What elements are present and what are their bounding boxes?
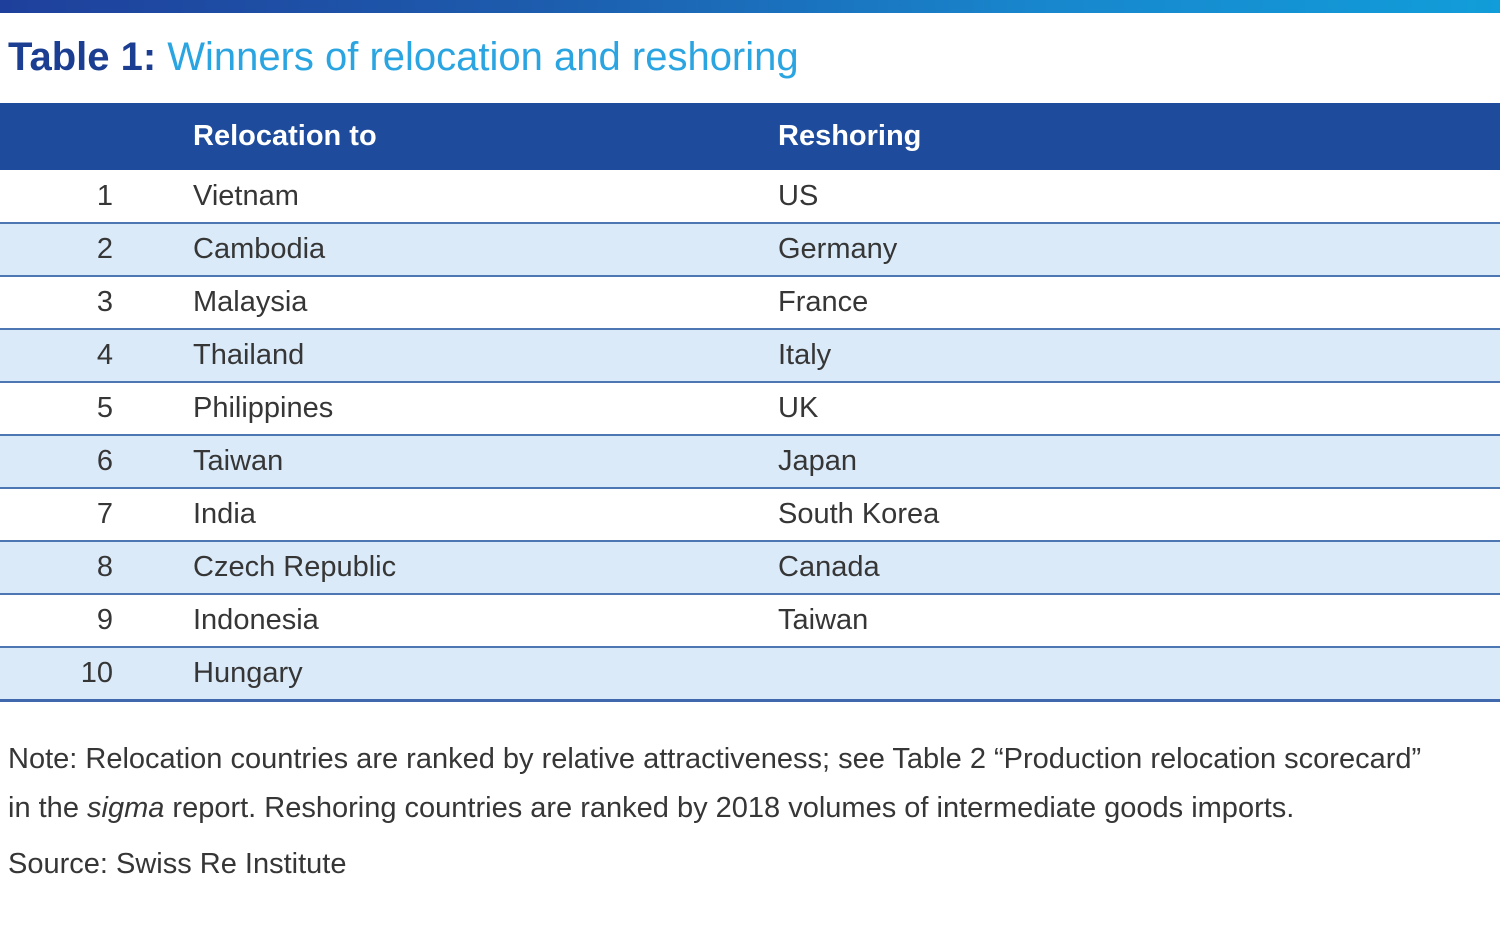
- reshoring-cell: [778, 647, 1500, 700]
- note-text-before-italic: Note: Relocation countries are ranked by…: [8, 742, 1422, 824]
- relocation-cell: Taiwan: [193, 445, 284, 477]
- relocation-cell: Czech Republic: [193, 551, 397, 583]
- relocation-cell: Malaysia: [193, 286, 308, 318]
- note-text-after-italic: report. Reshoring countries are ranked b…: [164, 791, 1295, 824]
- table-header-row: Relocation to Reshoring: [0, 103, 1500, 170]
- rank-column-header: [0, 103, 131, 170]
- reshoring-cell: US: [778, 179, 819, 212]
- rank-cell: 1: [96, 179, 113, 212]
- relocation-cell: Thailand: [193, 339, 305, 371]
- table-row: 3 Malaysia France: [0, 276, 1500, 329]
- table-row: 10 Hungary: [0, 647, 1500, 700]
- winners-table: Relocation to Reshoring 1 Vietnam US 2 C…: [0, 103, 1500, 702]
- relocation-cell: India: [193, 498, 256, 530]
- table-title-label: Table 1:: [8, 35, 157, 79]
- rank-cell: 6: [96, 445, 113, 477]
- note-sigma-italic: sigma: [87, 791, 165, 824]
- table-row: 6 Taiwan Japan: [0, 435, 1500, 488]
- reshoring-cell: Germany: [778, 233, 898, 265]
- rank-cell: 8: [96, 551, 113, 583]
- relocation-cell: Vietnam: [193, 179, 299, 212]
- table-row: 2 Cambodia Germany: [0, 223, 1500, 276]
- table-row: 4 Thailand Italy: [0, 329, 1500, 382]
- table-title-text: Winners of relocation and reshoring: [167, 35, 799, 79]
- relocation-column-header: Relocation to: [131, 103, 778, 170]
- table-note: Note: Relocation countries are ranked by…: [8, 735, 1444, 833]
- top-accent-bar: [0, 0, 1500, 13]
- relocation-cell: Philippines: [193, 392, 334, 424]
- rank-cell: 10: [80, 656, 113, 689]
- rank-cell: 3: [96, 286, 113, 318]
- reshoring-cell: UK: [778, 392, 819, 424]
- relocation-cell: Indonesia: [193, 604, 319, 636]
- relocation-cell: Cambodia: [193, 233, 326, 265]
- rank-cell: 4: [96, 339, 113, 371]
- reshoring-cell: Japan: [778, 445, 858, 477]
- source-line: Source: Swiss Re Institute: [8, 847, 347, 880]
- reshoring-cell: Italy: [778, 339, 832, 371]
- reshoring-cell: Canada: [778, 551, 880, 583]
- table-title: Table 1: Winners of relocation and reshor…: [8, 34, 1500, 80]
- reshoring-column-header: Reshoring: [778, 103, 1500, 170]
- reshoring-cell: Taiwan: [778, 604, 869, 636]
- reshoring-cell: France: [778, 286, 869, 318]
- table-row: 7 India South Korea: [0, 488, 1500, 541]
- table-row: 8 Czech Republic Canada: [0, 541, 1500, 594]
- rank-cell: 2: [96, 233, 113, 265]
- reshoring-cell: South Korea: [778, 498, 940, 530]
- table-row: 1 Vietnam US: [0, 170, 1500, 223]
- relocation-cell: Hungary: [193, 656, 303, 689]
- rank-cell: 5: [96, 392, 113, 424]
- table-row: 9 Indonesia Taiwan: [0, 594, 1500, 647]
- rank-cell: 9: [96, 604, 113, 636]
- table-row: 5 Philippines UK: [0, 382, 1500, 435]
- rank-cell: 7: [96, 498, 113, 530]
